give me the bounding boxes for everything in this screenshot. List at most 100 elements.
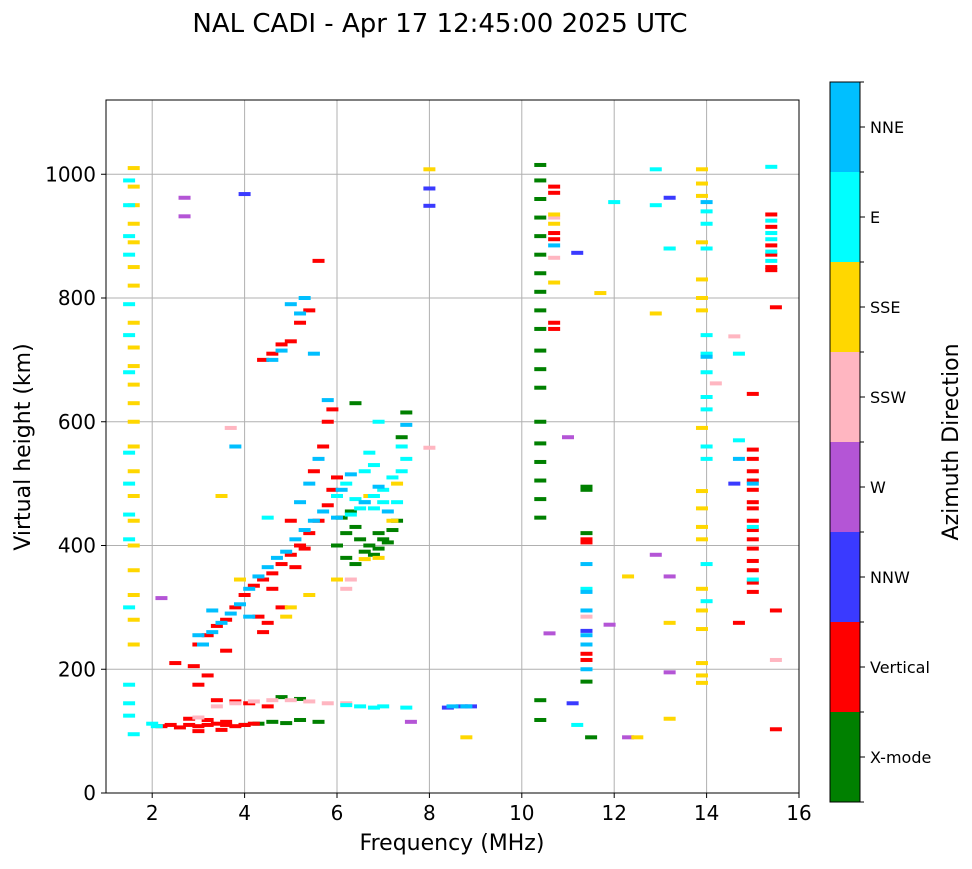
point-nne (266, 357, 279, 362)
point-nne (294, 500, 307, 505)
point-x-mode (363, 543, 376, 548)
point-sse (695, 181, 708, 186)
y-tick-label: 0 (83, 781, 96, 805)
point-sse (331, 577, 343, 582)
point-ssw (229, 701, 242, 706)
point-e (331, 494, 343, 498)
point-nne (732, 456, 745, 461)
point-vertical (312, 258, 325, 263)
point-x-mode (580, 487, 593, 492)
point-e (340, 481, 353, 486)
point-vertical (192, 724, 205, 729)
point-nne (261, 565, 274, 570)
colorbar-label-sse: SSE (870, 298, 900, 317)
point-sse (631, 735, 644, 740)
point-e (571, 722, 584, 727)
point-vertical (765, 252, 778, 257)
colorbar-label-w: W (870, 478, 886, 497)
point-e (146, 721, 159, 726)
point-sse (391, 481, 404, 486)
point-nne (321, 398, 334, 403)
point-vertical (201, 673, 214, 678)
y-axis-label: Virtual height (km) (11, 343, 36, 550)
point-vertical (261, 704, 274, 709)
point-x-mode (349, 562, 362, 567)
point-vertical (769, 727, 782, 732)
point-nne (580, 633, 593, 638)
point-nne (548, 243, 561, 248)
point-vertical (275, 342, 288, 347)
point-vertical (247, 721, 260, 726)
point-e (377, 487, 390, 492)
point-w (622, 735, 635, 740)
point-x-mode (534, 459, 547, 464)
point-sse (695, 240, 708, 245)
point-x-mode (381, 540, 394, 545)
point-e (765, 258, 778, 263)
point-nnw (580, 628, 593, 633)
point-sse (127, 642, 140, 647)
point-x-mode (372, 531, 385, 536)
point-e (123, 537, 136, 542)
point-ssw (210, 704, 223, 709)
point-sse (548, 221, 561, 226)
point-x-mode (534, 385, 547, 390)
point-sse (460, 735, 473, 740)
point-nne (270, 555, 283, 560)
point-e (400, 456, 413, 461)
point-e (123, 701, 136, 706)
point-vertical (746, 537, 759, 542)
point-vertical (229, 605, 242, 610)
colorbar-label-ssw: SSW (870, 388, 906, 407)
point-vertical (746, 528, 759, 533)
point-sse (695, 308, 708, 313)
point-x-mode (585, 735, 598, 740)
point-x-mode (534, 197, 547, 201)
point-vertical (769, 305, 782, 310)
point-e (367, 463, 380, 468)
point-vertical (294, 320, 307, 325)
point-vertical (289, 565, 302, 570)
point-ssw (548, 255, 561, 260)
point-ssw (303, 699, 316, 704)
point-x-mode (534, 367, 547, 372)
point-e (377, 704, 390, 709)
point-sse (695, 627, 708, 632)
point-nne (446, 704, 459, 709)
point-e (344, 512, 357, 517)
point-nne (580, 562, 593, 567)
point-sse (594, 291, 607, 296)
point-vertical (326, 407, 339, 412)
point-vertical (746, 478, 759, 483)
point-e (700, 562, 713, 567)
point-x-mode (349, 524, 362, 529)
point-sse (695, 506, 708, 511)
x-tick-label: 2 (146, 801, 159, 825)
plot-frame (105, 99, 800, 794)
point-e (700, 599, 713, 604)
point-sse (215, 494, 228, 498)
point-e (700, 333, 713, 338)
data-points (123, 162, 782, 740)
point-x-mode (534, 717, 547, 722)
point-ssw (344, 577, 357, 582)
point-ssw (284, 698, 297, 703)
point-vertical (548, 320, 561, 325)
colorbar-segment-vertical (830, 622, 860, 712)
point-vertical (746, 500, 759, 505)
colorbar-segment-nnw (830, 532, 860, 622)
point-x-mode (312, 719, 325, 724)
point-vertical (303, 531, 316, 536)
point-sse (548, 280, 561, 285)
colorbar-segment-nne (830, 82, 860, 172)
colorbar-segment-x-mode (830, 712, 860, 802)
point-nne (381, 509, 394, 514)
point-ssw (192, 715, 205, 720)
colorbar: X-mode Vertical NNW W SSW SSE E NNE (829, 81, 931, 803)
point-vertical (284, 518, 297, 523)
point-e (663, 246, 676, 251)
point-e (700, 444, 713, 449)
point-vertical (210, 698, 223, 703)
point-sse (695, 608, 708, 613)
